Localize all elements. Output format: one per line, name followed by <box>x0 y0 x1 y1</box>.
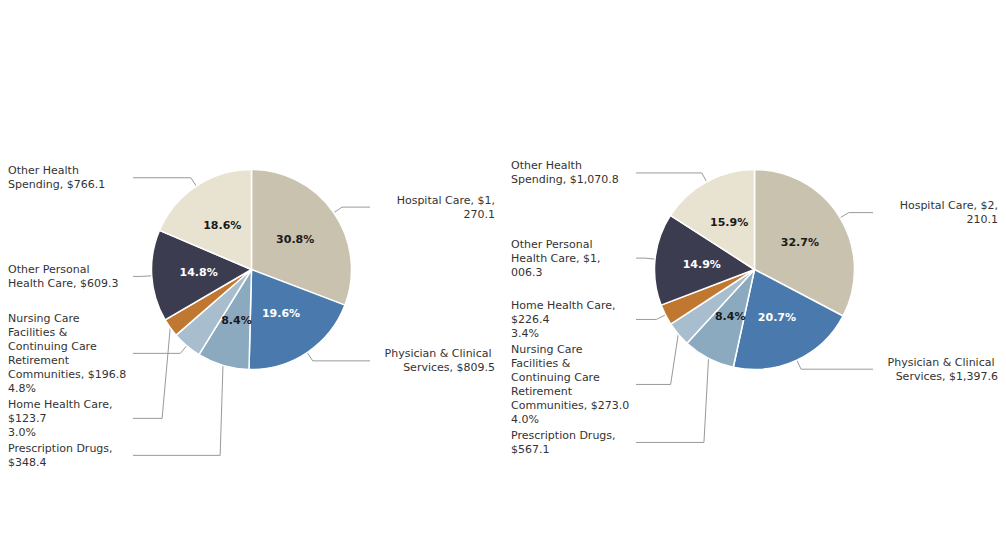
svg-text:14.8%: 14.8% <box>180 266 218 279</box>
svg-text:8.4%: 8.4% <box>221 314 252 327</box>
svg-text:$123.7: $123.7 <box>8 412 47 425</box>
svg-text:8.4%: 8.4% <box>715 310 746 323</box>
svg-text:$226.4: $226.4 <box>511 313 550 326</box>
svg-text:$567.1: $567.1 <box>511 443 550 456</box>
svg-text:Hospital Care, $2,: Hospital Care, $2, <box>900 199 998 212</box>
svg-text:Spending, $1,070.8: Spending, $1,070.8 <box>511 173 619 186</box>
svg-text:Retirement: Retirement <box>8 354 73 367</box>
svg-text:14.9%: 14.9% <box>683 258 721 271</box>
svg-text:18.6%: 18.6% <box>203 219 241 232</box>
svg-text:Nursing Care: Nursing Care <box>511 343 586 356</box>
svg-text:Physician & Clinical: Physician & Clinical <box>385 347 495 360</box>
svg-text:270.1: 270.1 <box>464 208 496 221</box>
svg-text:Other Health: Other Health <box>511 159 585 172</box>
svg-text:30.8%: 30.8% <box>276 233 314 246</box>
svg-text:32.7%: 32.7% <box>781 236 819 249</box>
svg-text:Communities, $273.0: Communities, $273.0 <box>511 399 629 412</box>
svg-text:$348.4: $348.4 <box>8 456 47 469</box>
svg-text:Prescription Drugs,: Prescription Drugs, <box>511 429 619 442</box>
svg-text:Physician & Clinical: Physician & Clinical <box>888 356 998 369</box>
svg-text:Facilities &: Facilities & <box>511 357 574 370</box>
svg-text:Hospital Care, $1,: Hospital Care, $1, <box>397 194 495 207</box>
svg-text:Other Personal: Other Personal <box>8 263 93 276</box>
svg-text:Home Health Care,: Home Health Care, <box>8 398 116 411</box>
svg-text:3.0%: 3.0% <box>8 426 36 439</box>
svg-text:006.3: 006.3 <box>511 266 543 279</box>
svg-text:Continuing Care: Continuing Care <box>8 340 100 353</box>
svg-text:Nursing Care: Nursing Care <box>8 312 83 325</box>
svg-text:Retirement: Retirement <box>511 385 576 398</box>
svg-text:4.0%: 4.0% <box>511 413 539 426</box>
svg-text:Home Health Care,: Home Health Care, <box>511 299 619 312</box>
svg-text:Services, $809.5: Services, $809.5 <box>403 361 495 374</box>
svg-text:Health Care, $1,: Health Care, $1, <box>511 252 601 265</box>
svg-text:4.8%: 4.8% <box>8 382 36 395</box>
svg-text:Other Health: Other Health <box>8 164 82 177</box>
svg-text:15.9%: 15.9% <box>710 216 748 229</box>
svg-text:Prescription Drugs,: Prescription Drugs, <box>8 442 116 455</box>
svg-text:210.1: 210.1 <box>967 213 999 226</box>
svg-text:Communities, $196.8: Communities, $196.8 <box>8 368 126 381</box>
svg-text:Other Personal: Other Personal <box>511 238 596 251</box>
svg-text:Spending, $766.1: Spending, $766.1 <box>8 178 105 191</box>
svg-text:Facilities &: Facilities & <box>8 326 71 339</box>
svg-text:20.7%: 20.7% <box>758 311 796 324</box>
svg-text:19.6%: 19.6% <box>262 307 300 320</box>
svg-text:Services, $1,397.6: Services, $1,397.6 <box>896 370 998 383</box>
svg-text:3.4%: 3.4% <box>511 327 539 340</box>
svg-text:Continuing Care: Continuing Care <box>511 371 603 384</box>
svg-text:Health Care, $609.3: Health Care, $609.3 <box>8 277 119 290</box>
